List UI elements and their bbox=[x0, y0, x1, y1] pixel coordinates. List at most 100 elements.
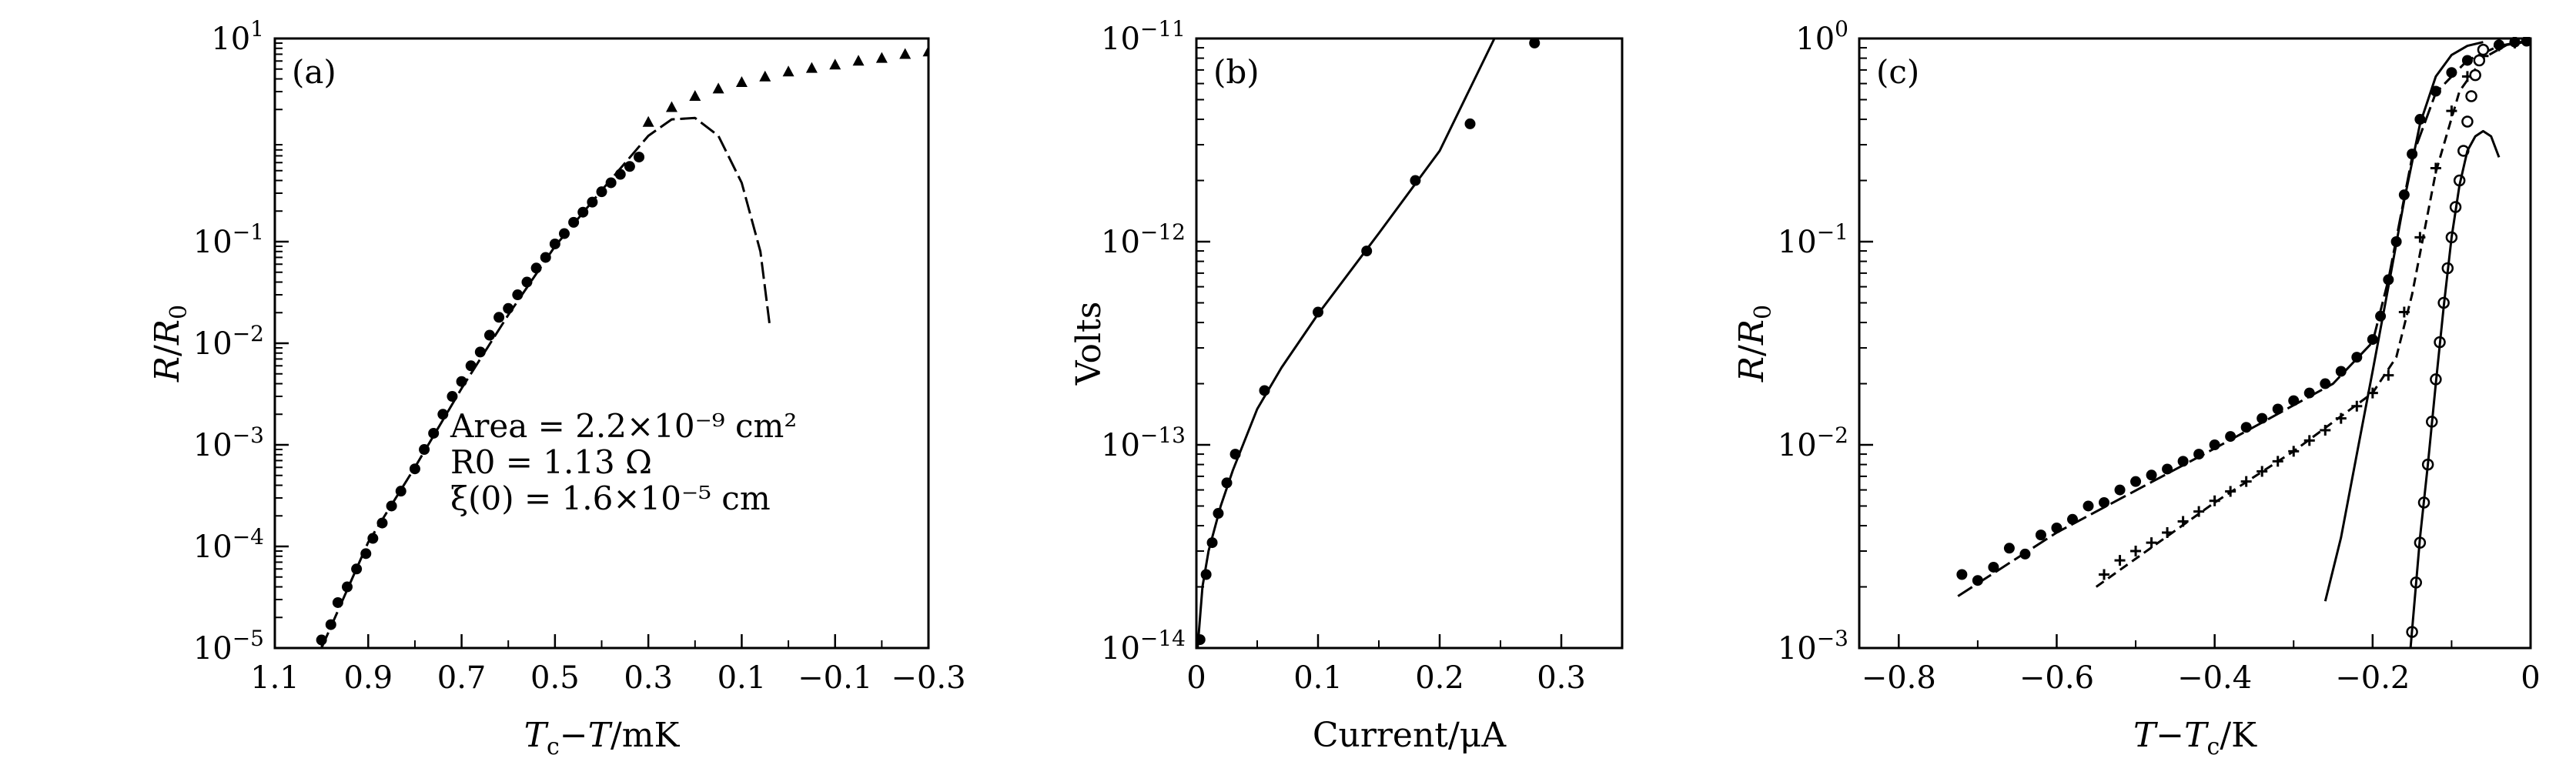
tick-base: 10 bbox=[1778, 225, 1817, 260]
data-point bbox=[2477, 43, 2490, 56]
data-point bbox=[2461, 115, 2474, 128]
tick-exponent: −2 bbox=[233, 321, 264, 346]
x-tick-label: 0 bbox=[2521, 660, 2540, 696]
series-1 bbox=[1196, 37, 1541, 646]
data-point bbox=[899, 48, 912, 59]
annotation-r0: R0 = 1.13 Ω bbox=[450, 443, 652, 481]
tick-base: 10 bbox=[1101, 22, 1140, 57]
tick-base: 10 bbox=[193, 428, 233, 463]
y-axis-label: R/R0 bbox=[1732, 305, 1777, 382]
data-point bbox=[875, 52, 888, 63]
data-point bbox=[2035, 529, 2046, 541]
plot-frame bbox=[1858, 37, 2532, 650]
y-tick-label: 10−1 bbox=[1778, 219, 1848, 260]
series-line bbox=[2409, 129, 2501, 649]
tick-base: 10 bbox=[1101, 225, 1140, 260]
y-tick-label: 10−3 bbox=[1778, 626, 1848, 666]
tick-exponent: −3 bbox=[233, 423, 264, 448]
y-tick-label: 10−1 bbox=[193, 219, 264, 260]
y-axis-label: R/R0 bbox=[148, 305, 192, 382]
tick-base: 10 bbox=[211, 22, 250, 57]
data-point bbox=[2257, 466, 2268, 477]
data-point bbox=[2469, 68, 2481, 82]
data-point bbox=[605, 177, 617, 189]
data-point bbox=[2335, 366, 2347, 377]
data-point bbox=[829, 58, 841, 70]
panel-label: (b) bbox=[1213, 53, 1260, 91]
series-line bbox=[2095, 40, 2531, 588]
data-point bbox=[782, 65, 795, 77]
tick-exponent: −5 bbox=[233, 626, 264, 651]
series-3 bbox=[2099, 37, 2521, 580]
data-point bbox=[447, 391, 458, 403]
panel-label: (c) bbox=[1876, 53, 1919, 91]
y-tick-label: 10−2 bbox=[193, 321, 264, 362]
series-line bbox=[1196, 38, 1496, 649]
data-point bbox=[2003, 543, 2015, 554]
tick-base: 10 bbox=[193, 631, 233, 666]
data-point bbox=[2114, 555, 2126, 566]
data-layer bbox=[316, 45, 928, 649]
y-tick-label: 10−12 bbox=[1101, 219, 1186, 260]
data-point bbox=[634, 152, 645, 163]
y-tick-label: 10−2 bbox=[1778, 423, 1848, 463]
tick-exponent: −12 bbox=[1140, 219, 1186, 245]
x-tick-label: 1.1 bbox=[250, 660, 299, 696]
data-point bbox=[2303, 435, 2315, 446]
annotation-area: Area = 2.2×10⁻⁹ cm² bbox=[450, 407, 797, 445]
tick-base: 10 bbox=[1778, 631, 1817, 666]
y-tick-label: 10−4 bbox=[193, 524, 264, 565]
y-tick-label: 100 bbox=[1795, 16, 1848, 57]
x-tick-label: 0.1 bbox=[718, 660, 767, 696]
tick-exponent: −14 bbox=[1140, 626, 1186, 651]
data-point bbox=[759, 70, 771, 82]
x-tick-label: −0.3 bbox=[891, 660, 965, 696]
tick-exponent: −1 bbox=[233, 219, 264, 245]
y-tick-label: 10−11 bbox=[1101, 16, 1186, 57]
data-point bbox=[2493, 40, 2504, 52]
x-axis-label: T−Tc/K bbox=[2133, 716, 2257, 760]
series-line bbox=[320, 116, 771, 649]
data-point bbox=[2193, 449, 2205, 460]
panel-c: −0.8 −0.6 −0.4 −0.2 010−310−210−1100(c)T−Tc/… bbox=[1732, 16, 2541, 760]
x-tick-label: −0.4 bbox=[2177, 660, 2252, 696]
series-3 bbox=[320, 116, 771, 649]
x-tick-label: −0.8 bbox=[1862, 660, 1936, 696]
data-point bbox=[2146, 537, 2157, 549]
tick-exponent: −11 bbox=[1140, 16, 1186, 42]
data-point bbox=[2320, 378, 2331, 389]
annotation-xi: ξ(0) = 1.6×10⁻⁵ cm bbox=[450, 479, 771, 517]
data-point bbox=[351, 563, 363, 575]
tick-base: 10 bbox=[1778, 428, 1817, 463]
tick-base: 10 bbox=[1101, 631, 1140, 666]
series-1 bbox=[1956, 37, 2531, 586]
data-point bbox=[2257, 413, 2268, 424]
data-point bbox=[493, 312, 505, 323]
x-tick-label: 0.7 bbox=[437, 660, 487, 696]
y-tick-label: 10−5 bbox=[193, 626, 264, 666]
y-tick-label: 10−13 bbox=[1101, 423, 1186, 463]
plot-frame bbox=[273, 37, 930, 650]
data-point bbox=[2114, 484, 2126, 496]
x-tick-label: 0 bbox=[1186, 660, 1206, 696]
tick-base: 10 bbox=[1101, 428, 1140, 463]
data-point bbox=[1972, 575, 1983, 586]
series-line bbox=[2323, 41, 2484, 602]
data-point bbox=[805, 62, 818, 73]
y-tick-label: 10−14 bbox=[1101, 626, 1186, 666]
x-tick-label: −0.2 bbox=[2335, 660, 2410, 696]
tick-exponent: −1 bbox=[1817, 219, 1848, 245]
tick-exponent: −4 bbox=[233, 524, 264, 550]
data-point bbox=[1956, 569, 1968, 580]
y-tick-label: 101 bbox=[211, 16, 264, 57]
data-point bbox=[549, 238, 560, 249]
x-tick-label: 0.5 bbox=[530, 660, 580, 696]
data-point bbox=[689, 90, 701, 102]
data-point bbox=[735, 75, 748, 87]
data-point bbox=[665, 101, 677, 112]
data-point bbox=[624, 161, 635, 172]
x-tick-label: 0.1 bbox=[1293, 660, 1343, 696]
series-line bbox=[1957, 38, 2531, 597]
y-axis-label: Volts bbox=[1069, 302, 1109, 386]
